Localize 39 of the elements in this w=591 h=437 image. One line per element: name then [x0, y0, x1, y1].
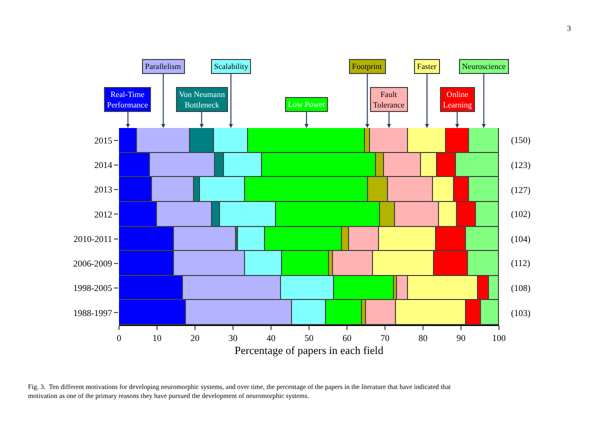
y-tick-label: 2010-2011	[74, 234, 112, 244]
text: Scalability	[214, 62, 248, 71]
text: 3	[567, 24, 571, 33]
x-tick-label: 50	[304, 332, 314, 343]
x-tick-label: 0	[116, 332, 122, 343]
x-tick-label: 10	[152, 332, 162, 343]
y-tick-label: 2012	[94, 209, 112, 220]
y-tick-label: 2015	[94, 135, 113, 146]
text: Online Learning	[443, 90, 472, 110]
text: Real-Time Performance	[107, 90, 148, 110]
y-tick-label: 2013	[94, 184, 113, 195]
y-tick-label: 2006-2009	[73, 258, 113, 269]
y2-tick-label: (102)	[511, 209, 530, 219]
text: Faster	[417, 62, 437, 71]
y-tick-label: 1988-1997	[73, 308, 113, 318]
x-tick-label: 90	[456, 332, 466, 343]
text: Von Neumann Bottleneck	[179, 90, 225, 110]
text: Footprint	[352, 62, 383, 71]
y2-tick-label: (108)	[511, 283, 530, 293]
y-tick-label: 1998-2005	[73, 283, 113, 294]
x-axis-title: Percentage of papers in each field	[234, 345, 384, 357]
y2-tick-label: (123)	[511, 160, 530, 170]
text: Low Power	[288, 100, 326, 109]
x-tick-label: 30	[228, 332, 238, 343]
y2-tick-label: (104)	[511, 234, 530, 244]
x-tick-label: 20	[190, 332, 200, 343]
y-tick-label: 2014	[94, 160, 113, 170]
x-tick-label: 40	[266, 332, 276, 343]
x-tick-label: 80	[418, 332, 428, 343]
x-tick-label: 60	[342, 332, 352, 343]
x-tick-label: 100	[492, 332, 506, 343]
text: Fault Tolerance	[373, 90, 405, 110]
y2-tick-label: (150)	[511, 135, 530, 145]
y2-tick-label: (127)	[511, 185, 530, 195]
text: Neuroscience	[462, 62, 506, 71]
y2-tick-label: (112)	[511, 258, 530, 268]
y2-tick-label: (103)	[511, 308, 530, 318]
text: Parallelism	[145, 62, 182, 71]
x-tick-label: 70	[380, 332, 390, 343]
